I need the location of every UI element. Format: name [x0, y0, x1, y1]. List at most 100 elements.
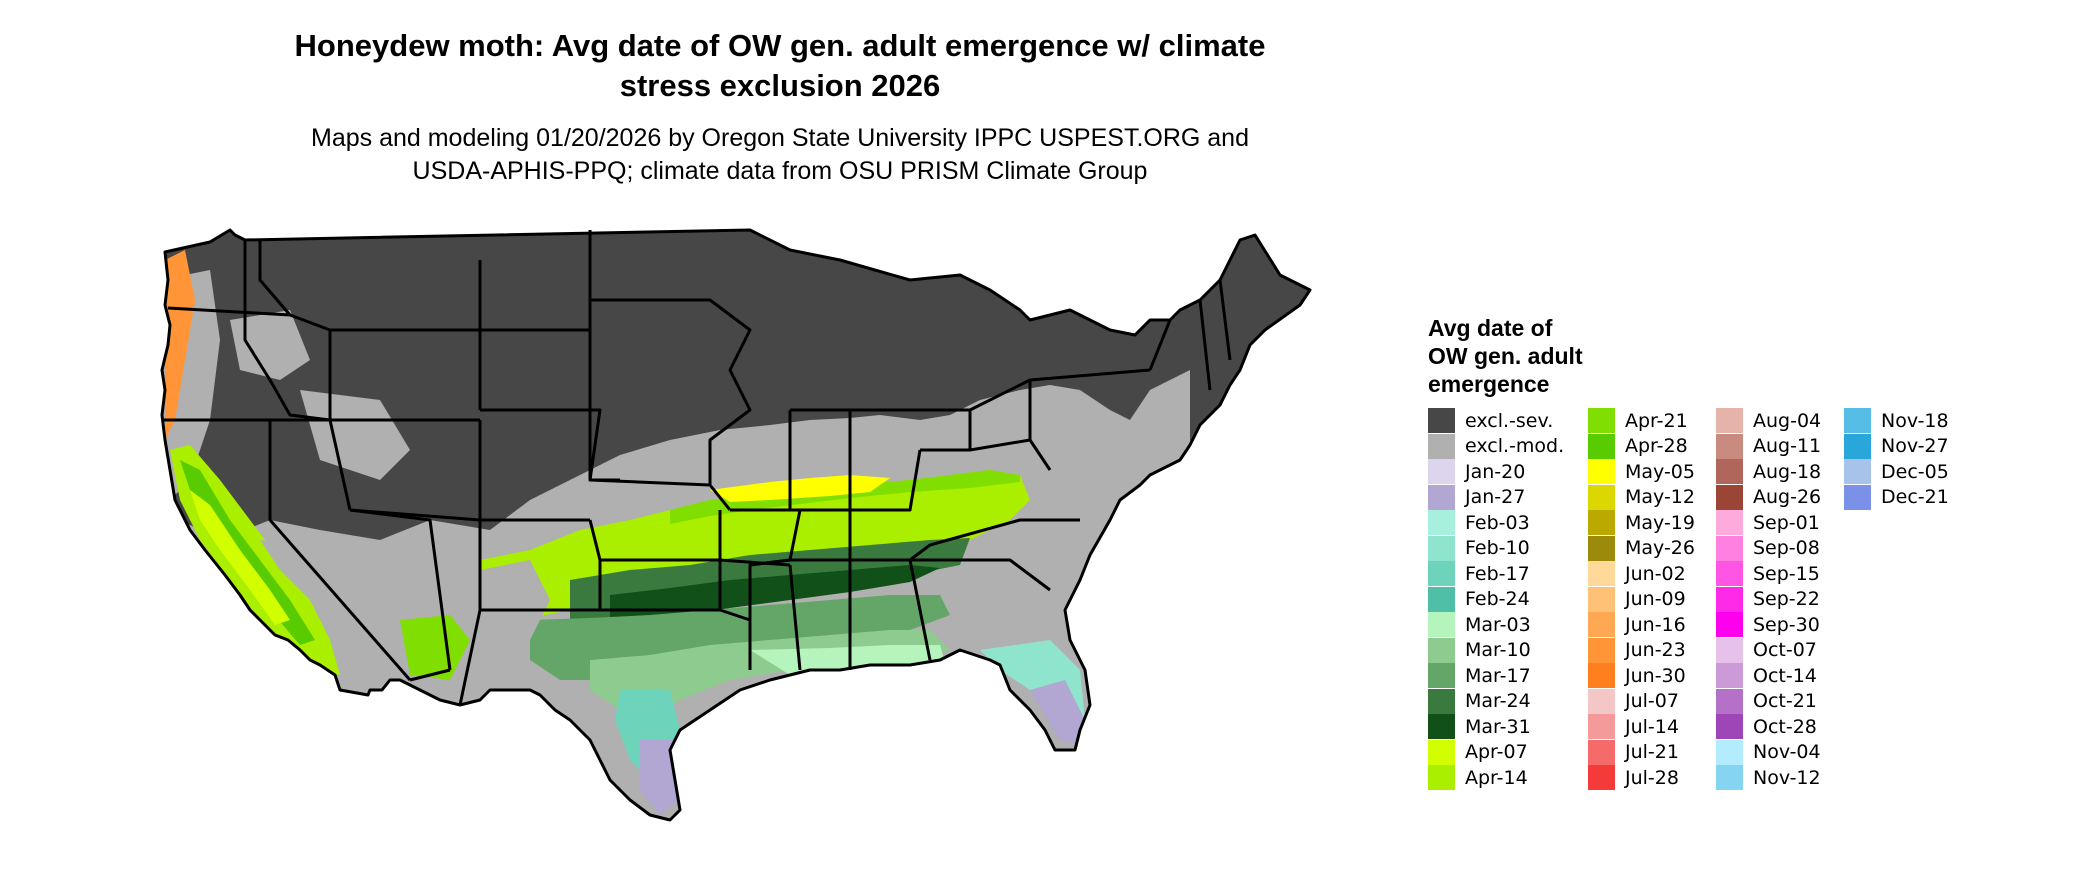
legend-item: Aug-11	[1716, 433, 1822, 459]
legend-label: Oct-14	[1753, 664, 1817, 687]
legend-label: Apr-14	[1465, 766, 1528, 789]
legend-swatch	[1428, 765, 1455, 790]
legend-item: Feb-03	[1428, 510, 1530, 535]
legend-item: excl.-sev.	[1428, 408, 1553, 433]
legend-item: Aug-26	[1716, 484, 1822, 510]
legend-label: Sep-08	[1753, 537, 1820, 559]
legend-label: Jan-20	[1465, 460, 1526, 483]
legend-label: Jun-30	[1625, 664, 1686, 687]
legend-swatch	[1588, 688, 1615, 714]
legend-swatch	[1716, 637, 1743, 663]
legend-label: Jan-27	[1465, 486, 1526, 508]
legend-item: Dec-21	[1844, 484, 1949, 510]
legend-swatch	[1588, 535, 1615, 561]
legend-swatch	[1428, 688, 1455, 714]
legend-swatch	[1716, 688, 1743, 714]
legend-item: Jun-02	[1588, 561, 1686, 586]
legend-item: May-19	[1588, 510, 1695, 535]
legend-swatch	[1716, 714, 1743, 739]
legend-item: Sep-30	[1716, 612, 1820, 637]
legend-swatch	[1844, 433, 1871, 459]
legend-label: May-26	[1625, 537, 1695, 559]
legend-swatch	[1716, 739, 1743, 765]
legend-item: Jul-28	[1588, 765, 1679, 790]
legend-item: Mar-17	[1428, 663, 1531, 688]
legend-item: Nov-27	[1844, 433, 1949, 459]
title-line-2: stress exclusion 2026	[619, 68, 941, 103]
legend-item: Feb-24	[1428, 586, 1530, 612]
legend-label: Aug-11	[1753, 435, 1822, 457]
legend-item: Apr-21	[1588, 408, 1688, 433]
legend-swatch	[1428, 459, 1455, 484]
legend-label: May-05	[1625, 460, 1695, 483]
legend-swatch	[1716, 535, 1743, 561]
legend-label: excl.-mod.	[1465, 435, 1565, 457]
legend-item: Sep-01	[1716, 510, 1820, 535]
legend-label: Apr-28	[1625, 435, 1688, 457]
map-title: Honeydew moth: Avg date of OW gen. adult…	[160, 26, 1400, 106]
legend-label: Nov-04	[1753, 741, 1821, 763]
us-emergence-map	[160, 228, 1312, 822]
legend-swatch	[1716, 586, 1743, 612]
legend-swatch	[1844, 408, 1871, 433]
legend-label: Sep-30	[1753, 613, 1820, 636]
legend-label: May-19	[1625, 511, 1695, 534]
legend-label: Dec-05	[1881, 460, 1949, 483]
legend-swatch	[1716, 484, 1743, 510]
legend-swatch	[1588, 586, 1615, 612]
legend-swatch	[1588, 739, 1615, 765]
legend-label: Aug-18	[1753, 460, 1822, 483]
legend-label: Jun-09	[1625, 588, 1686, 610]
legend-item: Jun-09	[1588, 586, 1686, 612]
legend-item: May-05	[1588, 459, 1695, 484]
map-subtitle: Maps and modeling 01/20/2026 by Oregon S…	[160, 122, 1400, 188]
legend-swatch	[1716, 663, 1743, 688]
legend-label: Aug-26	[1753, 486, 1822, 508]
legend-swatch	[1428, 561, 1455, 586]
legend-swatch	[1588, 612, 1615, 637]
legend-swatch	[1716, 510, 1743, 535]
subtitle-line-2: USDA-APHIS-PPQ; climate data from OSU PR…	[412, 157, 1148, 185]
legend-label: Sep-01	[1753, 511, 1820, 534]
legend-swatch	[1428, 612, 1455, 637]
legend-swatch	[1428, 663, 1455, 688]
legend-label: Jul-14	[1625, 715, 1679, 738]
legend-swatch	[1844, 459, 1871, 484]
legend-label: Feb-17	[1465, 562, 1530, 585]
legend-title: Avg date of OW gen. adult emergence	[1428, 315, 1583, 397]
legend-label: Jun-23	[1625, 639, 1686, 661]
legend-item: Jul-07	[1588, 688, 1679, 714]
legend-label: Feb-03	[1465, 511, 1530, 534]
legend-label: Jul-07	[1625, 690, 1679, 712]
legend-item: Sep-15	[1716, 561, 1820, 586]
legend-swatch	[1428, 484, 1455, 510]
legend-item: Jun-30	[1588, 663, 1686, 688]
legend-item: May-26	[1588, 535, 1695, 561]
legend-label: Mar-17	[1465, 664, 1531, 687]
legend-item: Nov-04	[1716, 739, 1821, 765]
legend-item: Oct-28	[1716, 714, 1817, 739]
legend-item: Nov-18	[1844, 408, 1949, 433]
legend-item: Aug-04	[1716, 408, 1821, 433]
legend-swatch	[1588, 561, 1615, 586]
legend-item: Feb-10	[1428, 535, 1530, 561]
legend-label: Jun-02	[1625, 562, 1686, 585]
legend-swatch	[1428, 510, 1455, 535]
legend-swatch	[1588, 459, 1615, 484]
legend-label: Sep-22	[1753, 588, 1820, 610]
legend-label: Apr-21	[1625, 409, 1688, 432]
legend-item: Apr-28	[1588, 433, 1688, 459]
legend-label: Dec-21	[1881, 486, 1949, 508]
legend-label: Mar-24	[1465, 690, 1531, 712]
legend-swatch	[1588, 484, 1615, 510]
legend-item: May-12	[1588, 484, 1695, 510]
legend-swatch	[1588, 765, 1615, 790]
legend-item: Dec-05	[1844, 459, 1949, 484]
legend-swatch	[1588, 663, 1615, 688]
legend-label: Mar-03	[1465, 613, 1531, 636]
legend-swatch	[1716, 408, 1743, 433]
legend-swatch	[1844, 484, 1871, 510]
legend-label: excl.-sev.	[1465, 409, 1554, 432]
legend-swatch	[1716, 765, 1743, 790]
legend-swatch	[1428, 637, 1455, 663]
